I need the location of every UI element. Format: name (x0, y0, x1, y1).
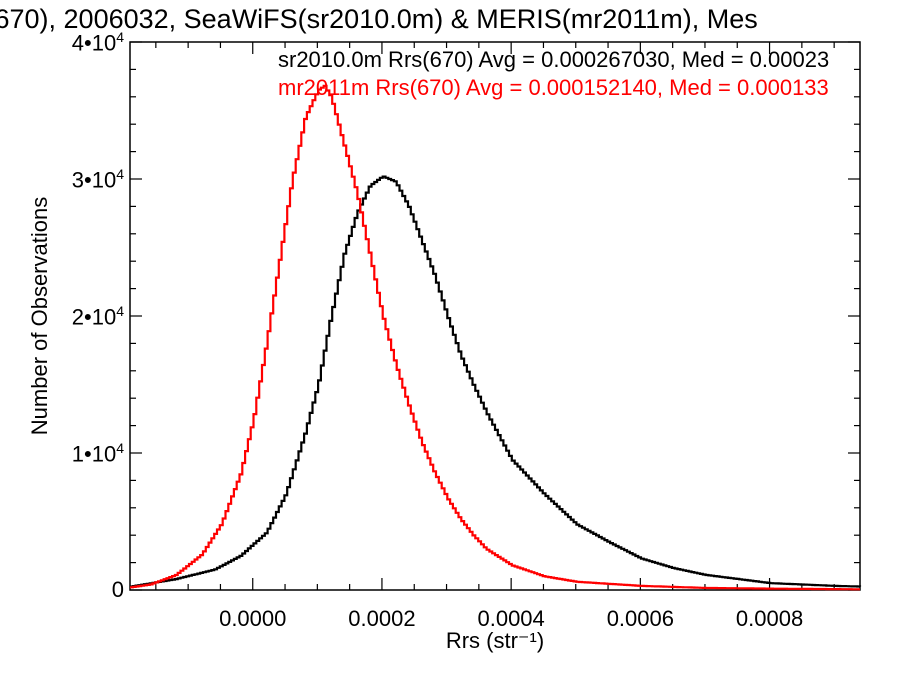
y-tick-label: 4•104 (71, 29, 124, 56)
tick-marks (130, 41, 860, 591)
series-line-mr2011m (130, 84, 860, 591)
y-tick-label: 3•104 (71, 166, 124, 193)
x-tick-label: 0.0000 (219, 606, 287, 631)
x-tick-label: 0.0002 (348, 606, 416, 631)
plot-border (129, 41, 861, 591)
y-tick-label: 2•104 (71, 303, 124, 330)
legend-entry-sr2010: sr2010.0m Rrs(670) Avg = 0.000267030, Me… (278, 47, 830, 72)
plot-frame (129, 41, 861, 591)
series-layer (130, 84, 862, 591)
y-axis-label: Number of Observations (27, 196, 52, 436)
x-tick-label: 0.0006 (606, 606, 674, 631)
y-tick-label: 1•104 (71, 440, 124, 467)
x-tick-label: 0.0008 (735, 606, 804, 631)
x-tick-label: 0.0004 (477, 606, 545, 631)
chart-title: s(670), 2006032, SeaWiFS(sr2010.0m) & ME… (0, 4, 758, 34)
x-axis-label: Rrs (str⁻¹) (445, 628, 545, 653)
legend-entry-mr2011: mr2011m Rrs(670) Avg = 0.000152140, Med … (278, 75, 829, 100)
y-tick-label: 0 (111, 577, 124, 602)
series-line-sr2010.0m (130, 175, 862, 588)
